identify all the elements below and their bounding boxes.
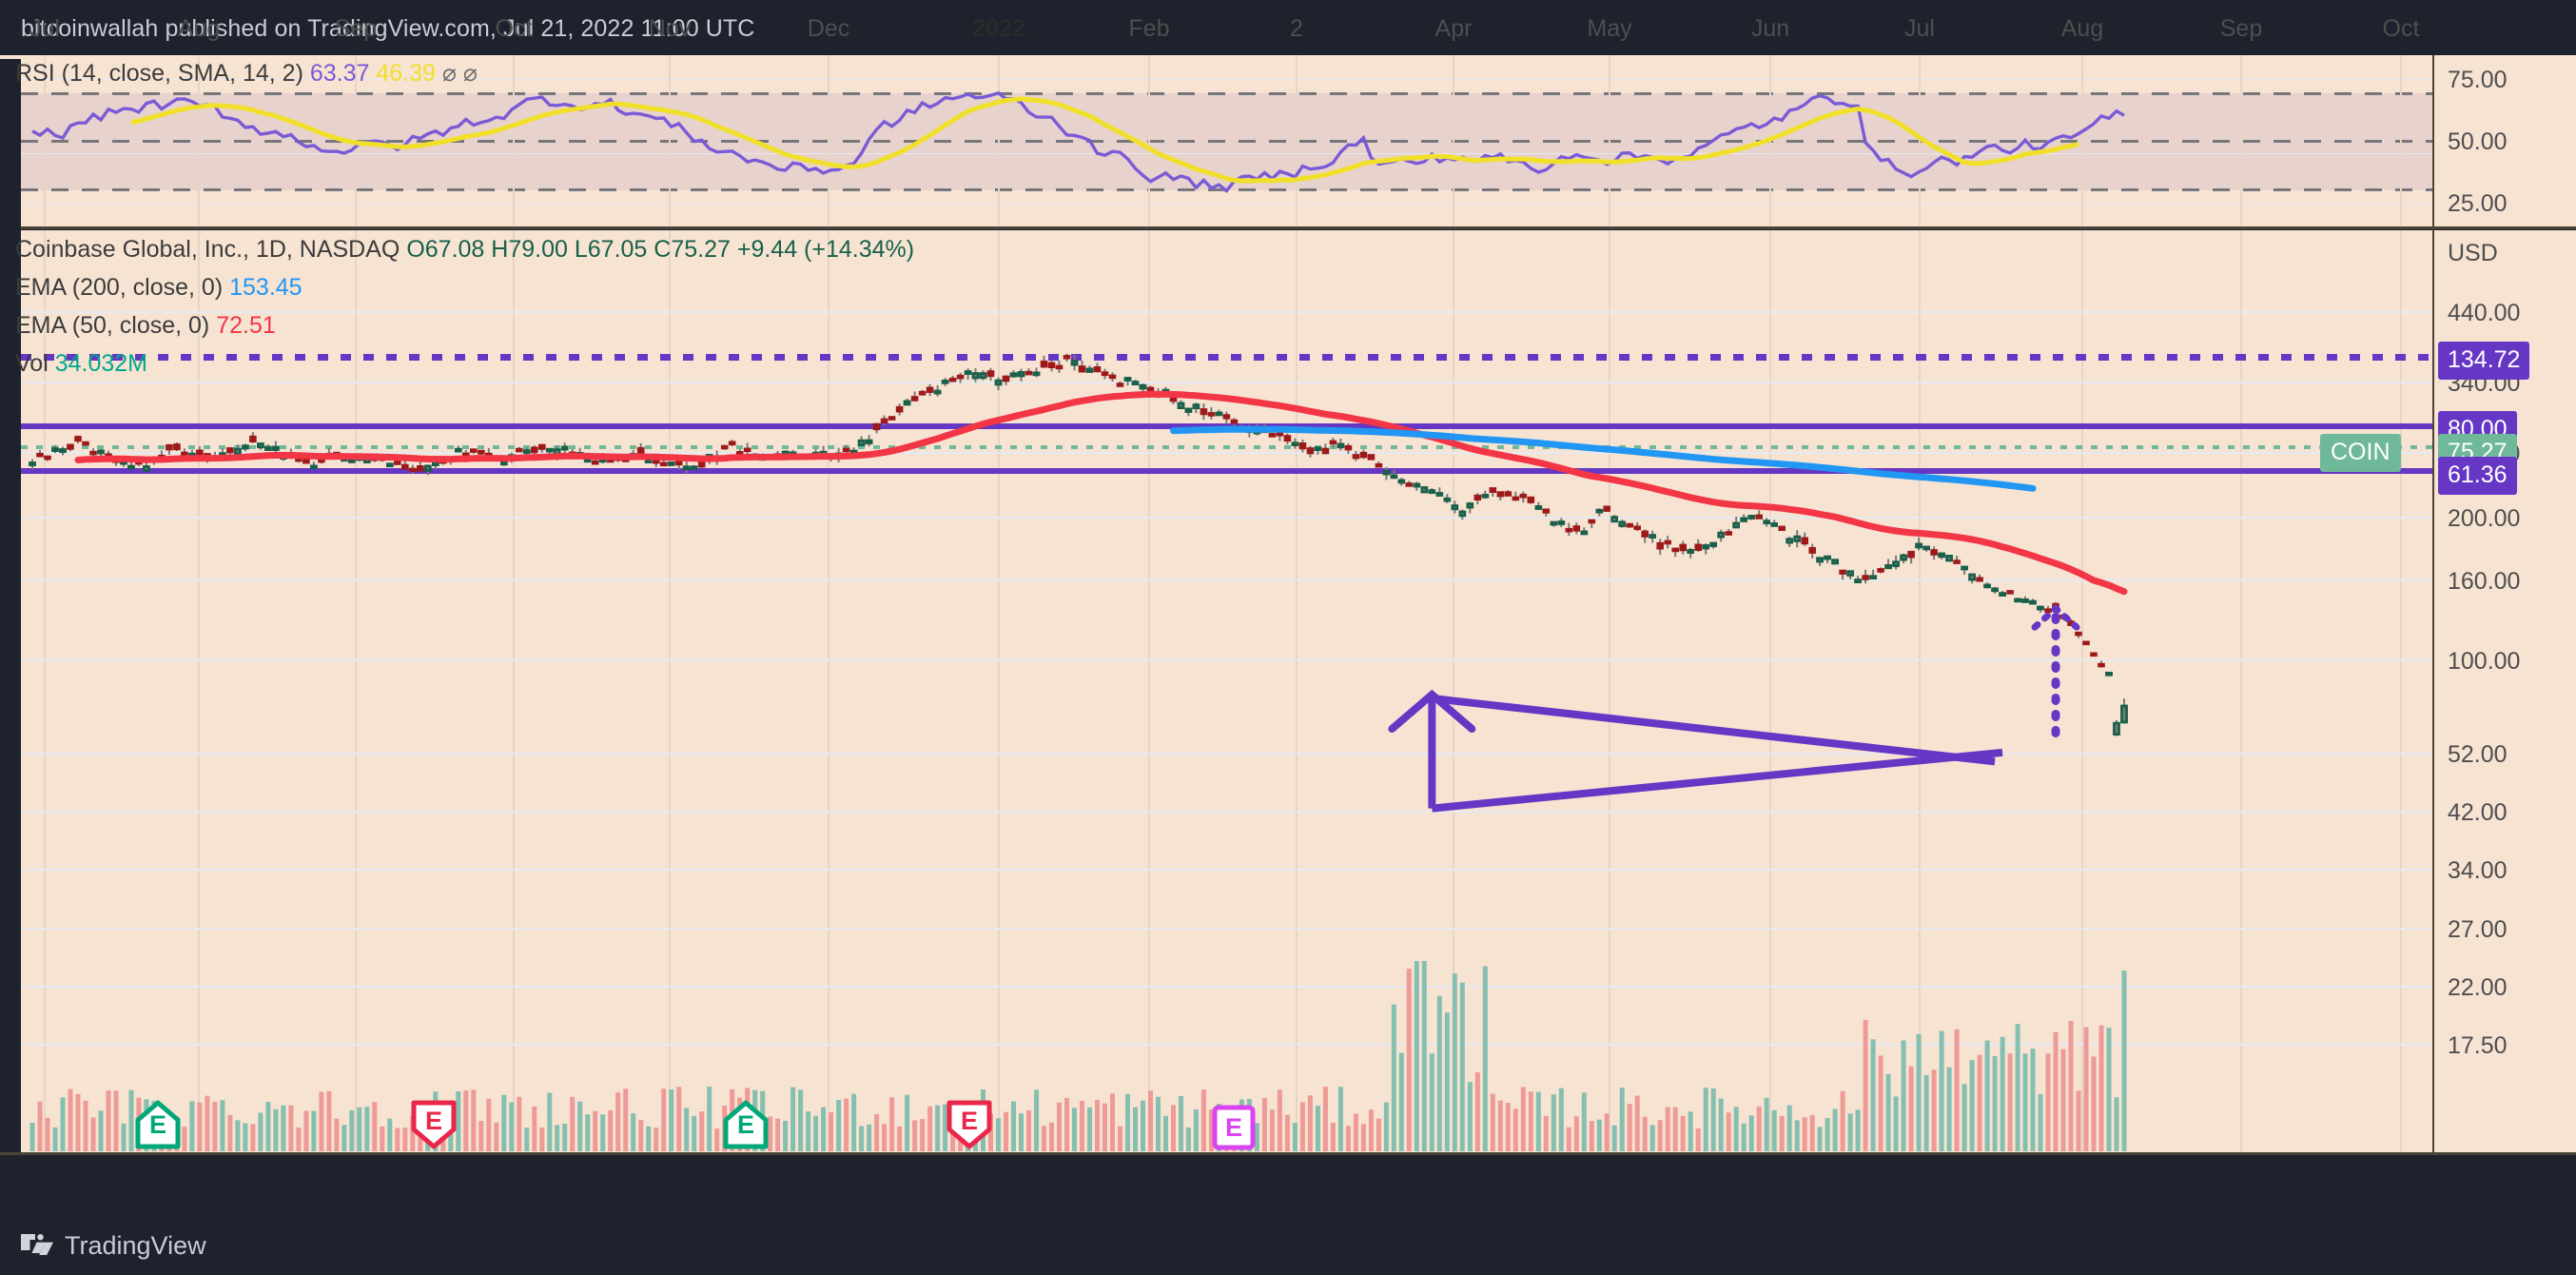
time-tick: Sep	[334, 15, 378, 42]
rsi-price-axis[interactable]: 75.00 50.00 25.00	[2434, 55, 2576, 226]
time-tick: Aug	[177, 15, 221, 42]
earnings-marker[interactable]: E	[410, 1099, 458, 1150]
price-axis-tick: 52.00	[2448, 741, 2508, 768]
rsi-legend: RSI (14, close, SMA, 14, 2) 63.37 46.39 …	[15, 59, 478, 88]
rsi-legend-sma-value: 46.39	[376, 60, 436, 87]
price-axis-tick: 42.00	[2448, 799, 2508, 826]
symbol-legend[interactable]: Coinbase Global, Inc., 1D, NASDAQ O67.08…	[15, 236, 914, 264]
price-axis-currency: USD	[2448, 240, 2498, 266]
time-tick-year: 2022	[972, 15, 1025, 42]
ema200-title: EMA (200, close, 0)	[15, 274, 224, 301]
earnings-marker[interactable]: E	[134, 1099, 182, 1150]
time-tick: Aug	[2060, 15, 2104, 42]
price-grid	[21, 230, 2434, 1155]
rsi-gridline	[21, 153, 2434, 154]
symbol-tag-coin[interactable]: COIN	[2320, 434, 2401, 472]
time-tick: Nov	[648, 15, 692, 42]
price-axis-tick: 100.00	[2448, 648, 2521, 675]
level-line-134[interactable]	[21, 354, 2434, 361]
volume-baseline	[0, 1152, 2576, 1155]
axis-divider	[2432, 55, 2434, 1155]
rsi-legend-value: 63.37	[309, 60, 370, 87]
svg-text:E: E	[961, 1107, 978, 1135]
price-badge-134[interactable]: 134.72	[2438, 342, 2530, 380]
svg-text:E: E	[737, 1110, 754, 1139]
rsi-overbought-line	[21, 92, 2434, 95]
rsi-vertical-grid	[44, 55, 2402, 226]
svg-text:E: E	[425, 1107, 442, 1135]
price-pane[interactable]	[21, 230, 2434, 1155]
time-tick: May	[1587, 15, 1632, 42]
rsi-gridline	[21, 79, 2434, 80]
time-tick: Sep	[2219, 15, 2263, 42]
time-tick: Jul	[1904, 15, 1935, 42]
time-tick: Oct	[495, 15, 533, 42]
earnings-marker[interactable]: E	[722, 1099, 770, 1150]
rsi-legend-empty-2: ⌀	[462, 60, 478, 87]
time-tick: Jul	[29, 15, 60, 42]
rsi-plot	[31, 90, 2125, 193]
tradingview-wordmark: TradingView	[65, 1231, 206, 1260]
price-plot	[29, 353, 2128, 1151]
ema50-value: 72.51	[216, 312, 276, 339]
pane-separator[interactable]	[21, 226, 2576, 229]
ema200-legend[interactable]: EMA (200, close, 0) 153.45	[15, 274, 302, 302]
publisher-bar: bitcoinwallah published on TradingView.c…	[0, 0, 2576, 55]
svg-text:E: E	[1225, 1113, 1242, 1142]
symbol-name: Coinbase Global, Inc., 1D, NASDAQ	[15, 236, 400, 263]
price-axis-tick: 160.00	[2448, 568, 2521, 595]
price-axis[interactable]: USD 440.00 340.00 260.00 200.00 160.00 1…	[2434, 230, 2576, 1155]
ohlc-change: +9.44 (+14.34%)	[736, 236, 915, 263]
ohlc-high: H79.00	[491, 236, 568, 263]
ema50-legend[interactable]: EMA (50, close, 0) 72.51	[15, 312, 276, 340]
rsi-axis-tick: 75.00	[2448, 67, 2508, 93]
rsi-pane[interactable]	[21, 55, 2434, 226]
ema50-title: EMA (50, close, 0)	[15, 312, 210, 339]
earnings-marker[interactable]: E	[946, 1099, 993, 1150]
price-axis-tick: 440.00	[2448, 300, 2521, 326]
rsi-axis-tick: 50.00	[2448, 128, 2508, 155]
time-tick: Oct	[2382, 15, 2420, 42]
ema200-value: 153.45	[229, 274, 302, 301]
rsi-legend-title: RSI (14, close, SMA, 14, 2)	[15, 60, 303, 87]
price-axis-tick: 17.50	[2448, 1032, 2508, 1059]
level-line-61[interactable]	[21, 468, 2434, 474]
rsi-gridline	[21, 203, 2434, 204]
price-badge-61[interactable]: 61.36	[2438, 457, 2517, 495]
rsi-midline	[21, 140, 2434, 143]
svg-text:E: E	[149, 1110, 166, 1139]
time-tick: Jun	[1750, 15, 1790, 42]
rsi-legend-empty-1: ⌀	[441, 60, 457, 87]
time-tick: 2	[1290, 15, 1303, 42]
price-axis-tick: 27.00	[2448, 916, 2508, 943]
ohlc-low: L67.05	[574, 236, 648, 263]
tradingview-logo-icon	[21, 1233, 53, 1255]
price-axis-tick: 200.00	[2448, 505, 2521, 532]
publisher-text: bitcoinwallah published on TradingView.c…	[21, 15, 755, 42]
earnings-marker[interactable]: E	[1210, 1102, 1258, 1153]
current-price-line	[21, 445, 2434, 449]
time-tick: Dec	[807, 15, 850, 42]
volume-title: Vol	[15, 350, 49, 377]
time-tick: Feb	[1128, 15, 1170, 42]
time-tick: Apr	[1434, 15, 1473, 42]
footer-bar	[0, 1214, 2576, 1275]
price-axis-tick: 22.00	[2448, 974, 2508, 1001]
ohlc-close: C75.27	[654, 236, 731, 263]
tradingview-brand[interactable]: TradingView	[21, 1231, 206, 1261]
volume-legend[interactable]: Vol 34.032M	[15, 350, 147, 378]
rsi-axis-tick: 25.00	[2448, 190, 2508, 217]
volume-value: 34.032M	[54, 350, 148, 377]
price-axis-tick: 34.00	[2448, 857, 2508, 884]
ohlc-open: O67.08	[406, 236, 485, 263]
